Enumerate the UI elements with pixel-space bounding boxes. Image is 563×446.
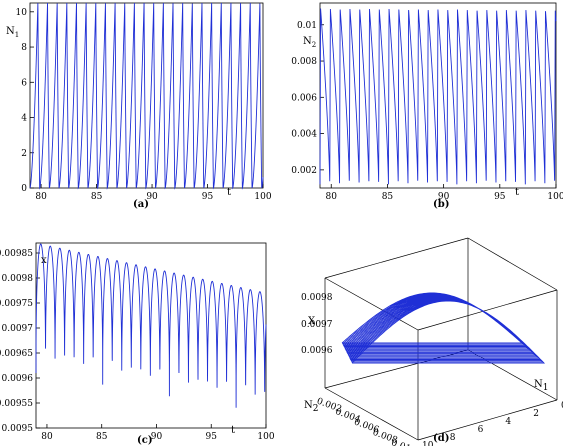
tick-group-d: 0.00980.00970.00960.0020.0040.0060.0080.… xyxy=(301,293,563,446)
y-tick-label-a: 4 xyxy=(21,114,27,124)
tick-group-a: 80 85 90 95 100 0 2 4 6 8 10 xyxy=(16,8,272,202)
x-tick-label-c: 90 xyxy=(151,432,163,442)
x-tick-label-b: 80 xyxy=(326,192,338,202)
x-tick-label-b: 95 xyxy=(494,192,506,202)
z-tick-label-d: 0.0098 xyxy=(301,293,333,303)
series-line-d xyxy=(341,292,546,364)
x-tick-label-b: 100 xyxy=(547,192,563,202)
ylabel-c: x xyxy=(41,255,47,266)
panel-label-b: (b) xyxy=(433,199,449,210)
xlabel-a: t xyxy=(227,187,231,198)
box-edge xyxy=(417,399,558,441)
x-tick-label-a: 80 xyxy=(35,192,47,202)
x-tick-label-a: 100 xyxy=(254,192,271,202)
y-tick-label-c: 0.0098 xyxy=(2,274,34,284)
panel-d: 0.00980.00970.00960.0020.0040.0060.0080.… xyxy=(301,237,563,446)
tick-group-b: 80 85 90 95 100 0.002 0.004 0.006 0.008 0.01 xyxy=(291,21,563,202)
series-line-c xyxy=(35,243,267,408)
panel-a: 80 85 90 95 100 0 2 4 6 8 10 N1 t (a) xyxy=(6,2,272,210)
n1-tick-label-d: 0 xyxy=(561,401,563,411)
y-tick-label-a: 6 xyxy=(21,78,27,88)
n2-tick-label-d: 0.01 xyxy=(390,438,412,446)
y-tick-label-c: 0.00955 xyxy=(0,399,33,409)
x-tick-label-b: 85 xyxy=(382,192,394,202)
ylabel-a: N1 xyxy=(6,26,19,39)
box-edge xyxy=(324,277,419,331)
xlabel-b: t xyxy=(515,187,519,198)
zlabel-d: X xyxy=(308,316,316,327)
xlabel-c: t xyxy=(231,425,235,436)
y-tick-label-b: 0.004 xyxy=(291,130,317,140)
y-tick-label-c: 0.00975 xyxy=(0,299,33,309)
y-tick-label-b: 0.01 xyxy=(297,21,317,31)
x-tick-label-c: 100 xyxy=(257,432,274,442)
box-edge xyxy=(417,289,558,331)
n1-tick-label-d: 2 xyxy=(533,409,539,419)
panel-label-c: (c) xyxy=(137,435,153,446)
x-tick-label-b: 90 xyxy=(438,192,450,202)
z-tick-label-d: 0.0096 xyxy=(301,346,333,356)
x-tick-label-c: 95 xyxy=(206,432,218,442)
y-tick-label-a: 8 xyxy=(21,43,27,53)
ylabel-b: N2 xyxy=(303,36,316,49)
panel-b: 80 85 90 95 100 0.002 0.004 0.006 0.008 0.01 N2 t… xyxy=(291,2,563,210)
x-tick-label-a: 85 xyxy=(91,192,103,202)
y-tick-label-b: 0.008 xyxy=(291,57,317,67)
z-tick-label-d: 0.0097 xyxy=(301,320,333,330)
box-edge xyxy=(467,237,558,291)
y-tick-label-a: 10 xyxy=(16,8,28,18)
n1-tick-label-d: 4 xyxy=(505,417,511,427)
x-tick-label-c: 80 xyxy=(41,432,53,442)
x-tick-label-c: 85 xyxy=(96,432,108,442)
n1-label-d: N1 xyxy=(534,379,548,393)
y-tick-label-b: 0.006 xyxy=(291,93,317,103)
series-line-b xyxy=(319,8,557,185)
n2-label-d: N2 xyxy=(304,400,318,414)
panel-label-a: (a) xyxy=(133,199,149,210)
plot-frame-a xyxy=(29,2,264,189)
y-tick-label-c: 0.00985 xyxy=(0,249,33,259)
box-edge xyxy=(324,237,469,279)
n1-tick-label-d: 6 xyxy=(478,425,484,435)
tick-group-c: 80 85 90 95 100 0.0095 0.00955 0.0096 0.00965 0.0… xyxy=(0,249,275,442)
box-edge xyxy=(324,387,419,441)
y-tick-label-a: 2 xyxy=(21,149,27,159)
n1-tick-label-d: 10 xyxy=(422,441,434,446)
y-tick-label-c: 0.00965 xyxy=(0,349,33,359)
y-tick-label-c: 0.0096 xyxy=(2,374,34,384)
panel-label-d: (d) xyxy=(433,433,449,444)
x-tick-label-a: 95 xyxy=(202,192,214,202)
n1-tick-label-d: 8 xyxy=(450,433,456,443)
series-line-a xyxy=(29,2,264,190)
panel-c: 80 85 90 95 100 0.0095 0.00955 0.0096 0.00965 0.0… xyxy=(0,242,275,446)
y-tick-label-c: 0.0095 xyxy=(2,424,34,434)
y-tick-label-a: 0 xyxy=(21,184,27,194)
y-tick-label-b: 0.002 xyxy=(291,166,317,176)
y-tick-label-c: 0.0097 xyxy=(2,324,34,334)
x-tick-label-a: 90 xyxy=(146,192,158,202)
